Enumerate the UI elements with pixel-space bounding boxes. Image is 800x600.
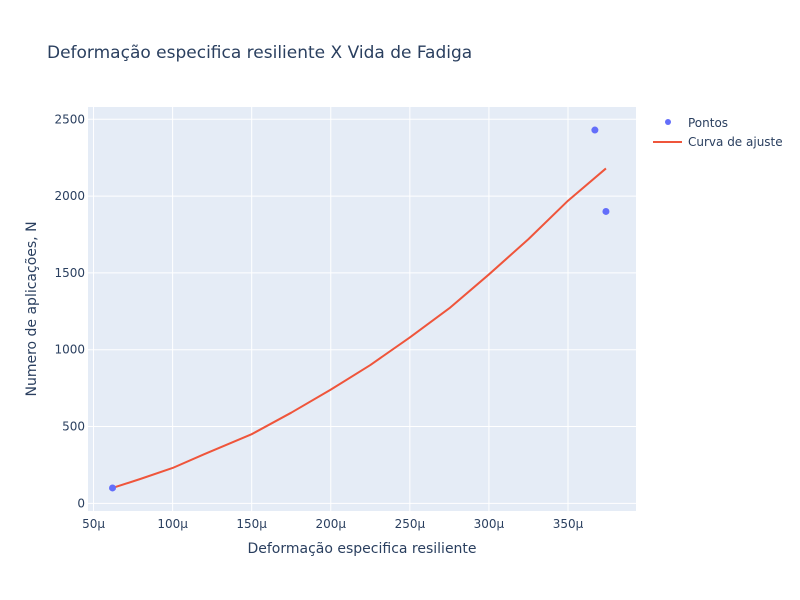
legend-label-pontos: Pontos [688,116,728,130]
data-point[interactable] [109,484,117,492]
tick-layer: 50μ 100μ 150μ 200μ 250μ 300μ 350μ 0 500 1000 1500 2… [54,112,583,531]
x-tick-label: 100μ [157,517,188,531]
y-tick-label: 2500 [54,112,85,126]
legend-item-pontos[interactable]: Pontos [665,116,728,130]
y-tick-label: 1500 [54,266,85,280]
x-tick-label: 250μ [395,517,426,531]
x-tick-label: 350μ [553,517,584,531]
series-layer [109,126,610,492]
y-axis-title: Numero de aplicações, N [24,221,40,396]
grid-layer [88,107,636,511]
x-tick-label: 150μ [236,517,267,531]
x-axis-title: Deformação especifica resiliente [247,541,476,557]
data-point[interactable] [591,126,599,134]
x-tick-label: 300μ [474,517,505,531]
y-tick-label: 2000 [54,189,85,203]
y-tick-label: 0 [77,496,85,510]
legend-marker-pontos [665,119,671,125]
data-point[interactable] [602,207,610,215]
legend-item-curva-de-ajuste[interactable]: Curva de ajuste [653,135,783,149]
legend-label-curva-de-ajuste: Curva de ajuste [688,135,783,149]
fit-curve-line [112,167,607,489]
legend[interactable]: Pontos Curva de ajuste [653,116,783,149]
x-tick-label: 200μ [315,517,346,531]
y-tick-label: 1000 [54,343,85,357]
chart-title: Deformação especifica resiliente X Vida … [47,43,472,63]
plot-background [88,107,636,511]
x-tick-label: 50μ [82,517,105,531]
y-tick-label: 500 [62,420,85,434]
